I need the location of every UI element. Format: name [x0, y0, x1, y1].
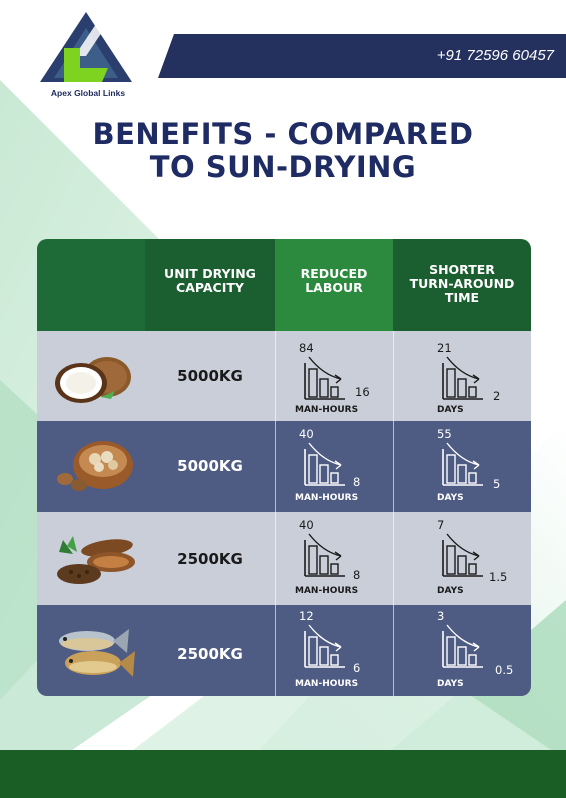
time-unit: DAYS [437, 405, 464, 415]
phone-number[interactable]: +91 72596 60457 [436, 47, 554, 64]
brand-name: Apex Global Links [50, 88, 126, 98]
header-labour-line-1: REDUCED [300, 266, 368, 281]
labour-metric: 40 8 MAN-HOURS [295, 518, 389, 598]
time-unit: DAYS [437, 493, 464, 503]
page-title: BENEFITS - COMPARED TO SUN-DRYING [0, 118, 566, 184]
header-labour: REDUCED LABOUR [275, 239, 393, 331]
bar-decline-icon [304, 533, 345, 577]
header-turnaround-line-3: TIME [444, 290, 480, 305]
time-after: 2 [493, 389, 501, 403]
capacity-value: 5000KG [177, 367, 243, 385]
labour-after: 8 [353, 568, 361, 582]
capacity-value: 2500KG [177, 550, 243, 568]
time-after: 0.5 [495, 663, 514, 677]
capacity-value: 5000KG [177, 457, 243, 475]
labour-after: 8 [353, 475, 361, 489]
labour-before: 40 [299, 427, 314, 441]
header-capacity-line-2: CAPACITY [176, 280, 244, 295]
bar-decline-icon [442, 624, 483, 668]
fish-icon [59, 629, 135, 677]
labour-unit: MAN-HOURS [295, 493, 359, 503]
bar-decline-icon [304, 624, 345, 668]
labour-unit: MAN-HOURS [295, 586, 359, 596]
bar-decline-icon [304, 356, 345, 400]
labour-metric: 40 8 MAN-HOURS [295, 427, 389, 505]
time-unit: DAYS [437, 679, 464, 689]
contact-banner: +91 72596 60457 [158, 34, 566, 78]
header-capacity: UNIT DRYING CAPACITY [145, 239, 275, 331]
time-before: 7 [437, 518, 445, 532]
labour-metric: 84 16 MAN-HOURS [295, 341, 389, 415]
time-before: 3 [437, 609, 445, 623]
time-after: 5 [493, 477, 501, 491]
header-blank-cell [37, 239, 145, 331]
nuts-bowl-icon [57, 441, 133, 491]
labour-after: 6 [353, 661, 361, 675]
cassava-icon [57, 536, 135, 584]
labour-unit: MAN-HOURS [295, 679, 359, 689]
time-before: 21 [437, 341, 452, 355]
header-labour-line-2: LABOUR [305, 280, 363, 295]
bar-decline-icon [442, 356, 483, 400]
labour-before: 84 [299, 341, 314, 355]
coconut-icon [55, 357, 131, 403]
bar-decline-icon [442, 533, 483, 577]
labour-after: 16 [355, 385, 370, 399]
table-row: 2500KG 40 8 MAN-HOURS 7 [37, 512, 531, 605]
time-metric: 7 1.5 DAYS [437, 518, 527, 598]
bar-decline-icon [304, 442, 345, 486]
brand-logo[interactable]: Apex Global Links [36, 10, 136, 102]
bar-decline-icon [442, 442, 483, 486]
table-row: 5000KG 84 16 MAN-HOURS 21 [37, 331, 531, 421]
labour-metric: 12 6 MAN-HOURS [295, 609, 389, 691]
capacity-value: 2500KG [177, 645, 243, 663]
time-after: 1.5 [489, 570, 508, 584]
column-divider [393, 331, 394, 696]
labour-before: 12 [299, 609, 314, 623]
time-before: 55 [437, 427, 452, 441]
time-metric: 3 0.5 DAYS [437, 609, 527, 691]
time-metric: 21 2 DAYS [437, 341, 527, 415]
time-metric: 55 5 DAYS [437, 427, 527, 505]
time-unit: DAYS [437, 586, 464, 596]
labour-before: 40 [299, 518, 314, 532]
logo-mark-icon [40, 12, 132, 82]
labour-unit: MAN-HOURS [295, 405, 359, 415]
footer-bar [0, 750, 566, 798]
table-row: 5000KG 40 8 MAN-HOURS 55 [37, 421, 531, 512]
benefits-table: UNIT DRYING CAPACITY REDUCED LABOUR SHOR… [37, 239, 531, 696]
header-turnaround-line-1: SHORTER [429, 262, 495, 277]
header-capacity-line-1: UNIT DRYING [164, 266, 256, 281]
table-row: 2500KG 12 6 MAN-HOURS 3 [37, 605, 531, 696]
header-turnaround: SHORTER TURN-AROUND TIME [393, 239, 531, 331]
header-turnaround-line-2: TURN-AROUND [409, 276, 515, 291]
title-line-1: BENEFITS - COMPARED [92, 117, 474, 151]
title-line-2: TO SUN-DRYING [149, 150, 417, 184]
column-divider [275, 331, 276, 696]
